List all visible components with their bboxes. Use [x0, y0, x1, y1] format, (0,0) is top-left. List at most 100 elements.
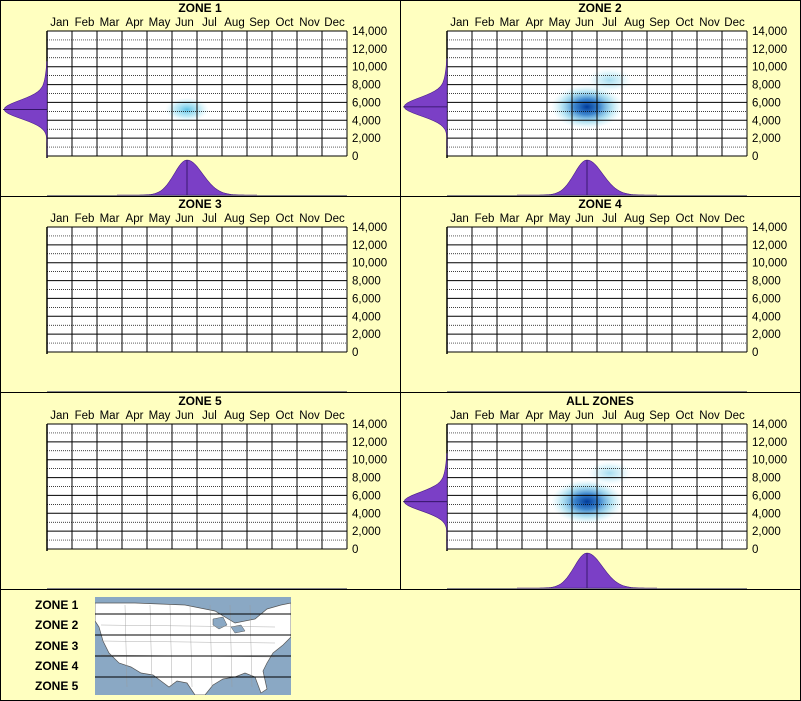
y-tick-label: 0 [352, 544, 358, 556]
x-tick-label: Mar [500, 213, 520, 225]
x-tick-label: Dec [324, 213, 345, 225]
x-tick-label: Jun [175, 17, 194, 29]
x-tick-label: Jun [175, 213, 194, 225]
x-tick-label: Nov [699, 17, 720, 29]
us-map [95, 597, 291, 695]
x-tick-label: Aug [624, 17, 644, 29]
x-tick-label: Oct [276, 410, 295, 422]
x-tick-label: Jan [50, 213, 69, 225]
x-tick-label: Oct [676, 213, 695, 225]
x-tick-label: Aug [224, 410, 244, 422]
x-tick-label: Feb [475, 17, 495, 29]
x-tick-label: Jul [602, 410, 617, 422]
y-tick-label: 4,000 [352, 311, 381, 323]
panel-title: ZONE 4 [578, 197, 622, 211]
y-tick-label: 10,000 [752, 258, 787, 270]
map-border [209, 604, 213, 688]
x-tick-label: Mar [100, 17, 120, 29]
x-tick-label: Sep [649, 213, 669, 225]
x-tick-label: Sep [249, 410, 269, 422]
y-tick-label: 6,000 [752, 293, 781, 305]
y-tick-label: 8,000 [752, 276, 781, 288]
y-tick-label: 14,000 [352, 222, 387, 234]
x-tick-label: Jan [450, 410, 469, 422]
density-peak [165, 97, 209, 122]
y-tick-label: 2,000 [352, 133, 381, 145]
zone-legend-label: ZONE 1 [35, 598, 79, 612]
x-tick-label: Feb [75, 410, 95, 422]
y-tick-label: 4,000 [752, 311, 781, 323]
x-tick-label: Mar [500, 410, 520, 422]
x-tick-label: Sep [249, 213, 269, 225]
x-tick-label: Oct [276, 17, 295, 29]
y-tick-label: 10,000 [752, 62, 787, 74]
y-tick-label: 8,000 [352, 80, 381, 92]
y-tick-label: 12,000 [352, 240, 387, 252]
heatmap-layer [551, 461, 632, 524]
y-tick-label: 2,000 [352, 329, 381, 341]
zone-panel: ZONE 3 Jan Feb Mar Apr May Jun Jul Aug Sep Oct Nov D… [0, 196, 400, 392]
y-tick-label: 12,000 [752, 44, 787, 56]
map-border [100, 640, 276, 644]
x-tick-label: Nov [299, 17, 320, 29]
map-border [100, 624, 276, 628]
x-tick-label: Aug [224, 17, 244, 29]
chart-svg: Jan Feb Mar Apr May Jun Jul Aug Sep Oct Nov Dec 0 2,0… [403, 410, 787, 589]
x-tick-label: Sep [249, 17, 269, 29]
x-tick-label: Apr [126, 410, 144, 422]
zone-panel: ZONE 5 Jan Feb Mar Apr May Jun Jul Aug Sep Oct Nov D… [0, 393, 400, 589]
y-tick-label: 4,000 [352, 115, 381, 127]
panel-title: ZONE 3 [178, 197, 222, 211]
x-tick-label: Sep [649, 410, 669, 422]
zone-panel: ZONE 2 Jan Feb Mar Apr May Jun Jul Aug Sep Oct Nov D… [400, 0, 800, 196]
density-peak [587, 461, 632, 486]
zone-panel: ZONE 4 Jan Feb Mar Apr May Jun Jul Aug Sep Oct Nov D… [400, 196, 800, 392]
map-land [95, 602, 291, 695]
y-tick-label: 2,000 [752, 526, 781, 538]
x-tick-label: Feb [75, 213, 95, 225]
y-tick-label: 2,000 [352, 526, 381, 538]
y-tick-label: 8,000 [352, 473, 381, 485]
x-tick-label: May [149, 213, 171, 225]
zone-legend-label: ZONE 5 [35, 679, 79, 693]
y-tick-label: 4,000 [752, 115, 781, 127]
y-tick-label: 6,000 [352, 293, 381, 305]
x-tick-label: Mar [100, 410, 120, 422]
chart-svg: Jan Feb Mar Apr May Jun Jul Aug Sep Oct Nov Dec 0 2,0… [403, 17, 787, 196]
chart-svg: Jan Feb Mar Apr May Jun Jul Aug Sep Oct Nov Dec 0 2,0… [46, 410, 387, 589]
zone-panel: ZONE 1 Jan Feb Mar Apr May Jun Jul Aug Sep Oct Nov D… [0, 0, 400, 196]
y-tick-label: 2,000 [752, 329, 781, 341]
y-tick-label: 6,000 [752, 490, 781, 502]
x-tick-label: Feb [75, 17, 95, 29]
y-tick-label: 6,000 [352, 490, 381, 502]
y-tick-label: 4,000 [752, 508, 781, 520]
x-tick-label: Jan [50, 410, 69, 422]
map-border [189, 604, 193, 688]
zone-legend-label: ZONE 4 [35, 659, 79, 673]
x-tick-label: Jan [450, 17, 469, 29]
zone-legend: ZONE 1 ZONE 2 ZONE 3 ZONE 4 ZONE 5 [0, 590, 801, 701]
zone-legend-label: ZONE 3 [35, 639, 79, 653]
chart-svg: Jan Feb Mar Apr May Jun Jul Aug Sep Oct Nov Dec 0 2,0… [46, 213, 387, 392]
x-tick-label: Jul [602, 17, 617, 29]
y-tick-label: 14,000 [352, 26, 387, 38]
panel-title: ZONE 1 [178, 1, 222, 15]
x-tick-label: Aug [224, 213, 244, 225]
chart-svg: Jan Feb Mar Apr May Jun Jul Aug Sep Oct Nov Dec 0 2,0… [446, 213, 787, 392]
x-tick-label: Aug [624, 410, 644, 422]
x-tick-label: Dec [724, 213, 745, 225]
density-peak [551, 479, 623, 524]
x-tick-label: Apr [526, 17, 544, 29]
map-border [249, 604, 253, 688]
y-tick-label: 0 [352, 347, 358, 359]
y-tick-label: 10,000 [352, 455, 387, 467]
panel-title: ALL ZONES [566, 394, 634, 408]
x-tick-label: Apr [526, 410, 544, 422]
density-peak [551, 84, 623, 129]
y-tick-label: 2,000 [752, 133, 781, 145]
x-tick-label: Sep [649, 17, 669, 29]
x-tick-label: May [549, 410, 571, 422]
x-tick-label: Jan [450, 213, 469, 225]
y-tick-label: 0 [752, 544, 758, 556]
x-tick-label: Feb [475, 410, 495, 422]
